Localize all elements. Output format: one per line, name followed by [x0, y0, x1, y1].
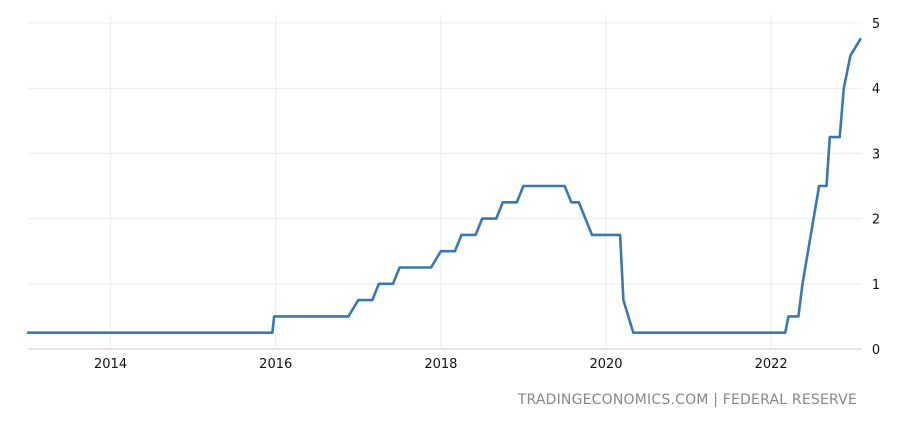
series-line — [26, 37, 862, 335]
source-attribution: TRADINGECONOMICS.COM | FEDERAL RESERVE — [517, 392, 857, 408]
y-tick-label: 5 — [872, 17, 880, 32]
y-tick-label: 3 — [872, 147, 880, 162]
y-axis: 0 1 2 3 4 5 — [872, 17, 880, 358]
x-tick-label: 2014 — [94, 357, 127, 372]
y-tick-label: 0 — [872, 343, 880, 358]
y-tick-label: 4 — [872, 82, 880, 97]
x-tick-label: 2016 — [259, 357, 292, 372]
y-tick-label: 2 — [872, 213, 880, 228]
series-group — [26, 37, 862, 335]
y-tick-label: 1 — [872, 278, 880, 293]
x-tick-label: 2018 — [424, 357, 457, 372]
x-axis: 2014 2016 2018 2020 2022 — [94, 357, 788, 372]
x-tick-label: 2022 — [755, 357, 788, 372]
x-tick-label: 2020 — [589, 357, 622, 372]
gridlines — [28, 15, 862, 350]
